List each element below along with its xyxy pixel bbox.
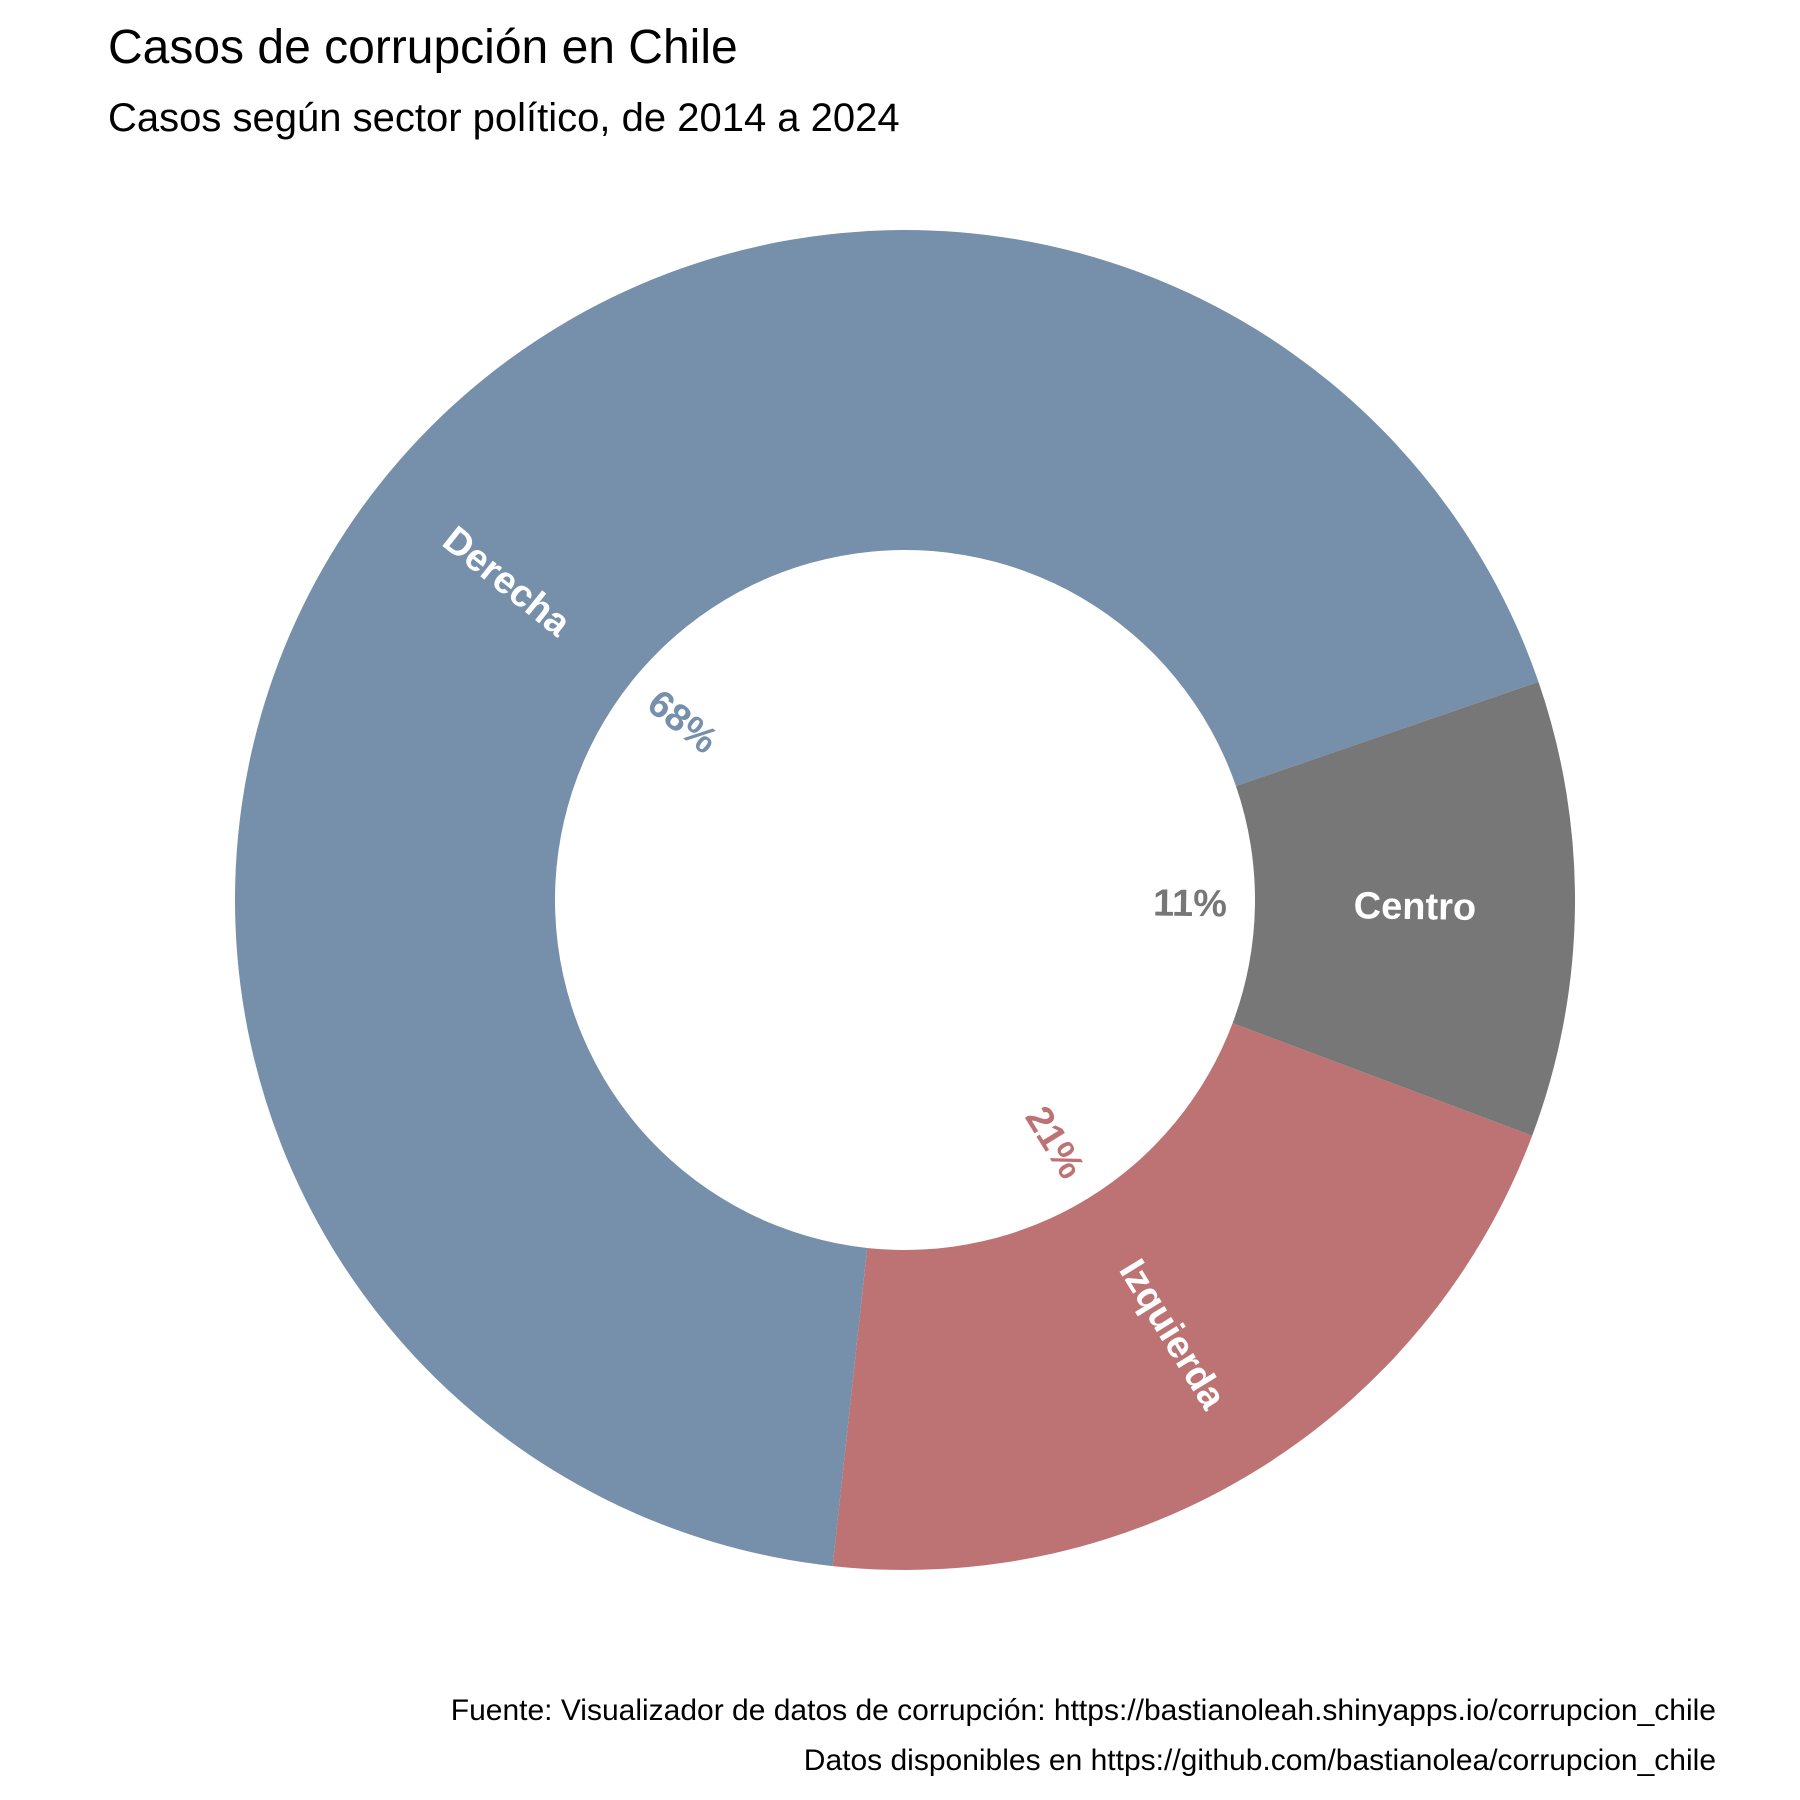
pct-label-centro: 11% [1153,882,1228,925]
caption-source: Fuente: Visualizador de datos de corrupc… [450,1694,1716,1727]
slices-group [235,230,1575,1570]
slice-label-centro: Centro [1353,885,1476,929]
chart-subtitle: Casos según sector político, de 2014 a 2… [108,96,900,140]
slice-centro [1232,681,1575,1136]
chart-title: Casos de corrupción en Chile [108,21,738,74]
slice-izquierda [832,1023,1533,1570]
pct-label-izquierda: 21% [1017,1099,1093,1186]
slice-derecha [235,230,1539,1567]
pct-label-derecha: 68% [639,682,725,762]
caption-data: Datos disponibles en https://github.com/… [803,1744,1716,1777]
